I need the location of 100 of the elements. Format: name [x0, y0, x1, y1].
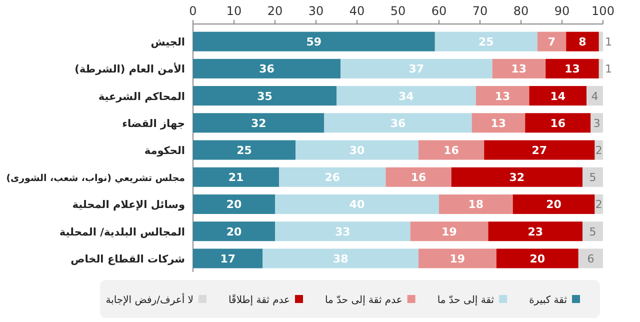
legend-label: عدم ثقة إلى حدّ ما — [325, 294, 402, 306]
y-tick-label: شركات القطاع الخاص — [70, 253, 185, 266]
data-label: 4 — [591, 90, 598, 103]
bar — [546, 58, 599, 78]
data-label: 16 — [410, 171, 426, 184]
data-label: 17 — [220, 252, 236, 266]
bar — [418, 248, 496, 268]
bar — [598, 58, 603, 78]
x-tick-label: 10 — [226, 4, 242, 18]
bar — [193, 194, 275, 214]
legend-label: ثقة إلى حدّ ما — [437, 294, 494, 306]
bar — [537, 32, 566, 52]
data-label: 13 — [564, 62, 580, 76]
x-tick-label: 20 — [267, 4, 283, 18]
data-label: 18 — [468, 198, 484, 212]
bar — [439, 194, 513, 214]
bar — [582, 222, 603, 242]
legend-label: عدم ثقة إطلاقًا — [228, 293, 290, 306]
bar — [279, 167, 386, 187]
bar — [578, 248, 603, 268]
bar — [598, 32, 603, 52]
data-label: 16 — [444, 144, 460, 157]
data-label: 1 — [605, 36, 612, 49]
bar — [512, 194, 595, 214]
bar — [582, 167, 603, 187]
bar — [193, 86, 336, 106]
data-label: 25 — [478, 36, 494, 49]
x-tick-label: 30 — [308, 4, 324, 18]
data-label: 40 — [349, 198, 365, 212]
data-label: 2 — [595, 198, 602, 212]
data-label: 36 — [259, 62, 275, 76]
data-label: 37 — [408, 62, 424, 76]
bar — [434, 32, 538, 52]
x-tick-label: 40 — [349, 4, 365, 18]
x-tick-label: 90 — [554, 4, 570, 18]
x-tick-label: 80 — [513, 4, 529, 18]
bar — [484, 140, 595, 160]
bar — [418, 140, 484, 160]
y-tick-label: المحاكم الشرعية — [98, 90, 185, 103]
bar — [193, 248, 263, 268]
bar — [193, 32, 435, 52]
bar — [340, 58, 492, 78]
data-label: 38 — [332, 252, 348, 266]
bar — [410, 222, 488, 242]
data-label: 20 — [530, 252, 546, 266]
bar — [324, 113, 472, 133]
y-tick-label: المجالس البلدية/ المحلية — [59, 226, 185, 238]
bar — [275, 222, 410, 242]
bar — [590, 113, 603, 133]
data-label: 20 — [226, 225, 242, 238]
bar — [193, 167, 280, 187]
data-label: 20 — [546, 198, 562, 212]
x-tick-label: 0 — [189, 4, 197, 18]
x-tick-label: 70 — [472, 4, 488, 18]
data-label: 25 — [236, 144, 252, 157]
data-label: 19 — [450, 252, 466, 266]
legend-label: ثقة كبيرة — [529, 295, 568, 306]
data-label: 32 — [250, 116, 266, 130]
x-tick-label: 60 — [431, 4, 447, 18]
bar — [476, 86, 530, 106]
data-label: 13 — [490, 116, 506, 130]
data-label: 19 — [442, 225, 457, 238]
y-tick-label: مجلس تشريعي (نواب، شعب، الشورى) — [6, 173, 186, 184]
data-label: 32 — [509, 171, 525, 184]
bar — [525, 113, 591, 133]
data-label: 5 — [589, 171, 596, 184]
x-tick-label: 100 — [592, 4, 614, 18]
bar — [451, 167, 582, 187]
bar — [496, 248, 578, 268]
bar — [586, 86, 603, 106]
data-label: 21 — [228, 171, 244, 184]
bar — [336, 86, 476, 106]
y-tick-label: الجيش — [150, 36, 185, 49]
bar — [386, 167, 452, 187]
bar — [193, 140, 296, 160]
bar — [472, 113, 526, 133]
data-label: 13 — [511, 62, 527, 76]
data-label: 26 — [324, 171, 340, 184]
data-label: 20 — [226, 198, 242, 212]
data-label: 59 — [306, 36, 322, 49]
bar — [262, 248, 418, 268]
data-label: 16 — [550, 116, 566, 130]
data-label: 33 — [334, 225, 350, 238]
data-label: 8 — [578, 36, 586, 49]
y-tick-label: جهاز القضاء — [122, 118, 185, 130]
data-label: 7 — [548, 36, 556, 49]
data-label: 14 — [550, 90, 566, 103]
data-label: 5 — [589, 225, 596, 238]
data-label: 35 — [257, 90, 272, 103]
bar — [193, 113, 324, 133]
y-tick-label: وسائل الإعلام المحلية — [72, 199, 185, 212]
data-label: 6 — [587, 252, 594, 266]
bar — [492, 58, 546, 78]
data-label: 27 — [532, 144, 548, 157]
data-label: 23 — [528, 225, 544, 238]
bar — [529, 86, 587, 106]
y-tick-label: الأمن العام (الشرطة) — [74, 62, 185, 76]
bar — [275, 194, 439, 214]
data-label: 34 — [398, 90, 414, 103]
x-tick-label: 50 — [390, 4, 406, 18]
